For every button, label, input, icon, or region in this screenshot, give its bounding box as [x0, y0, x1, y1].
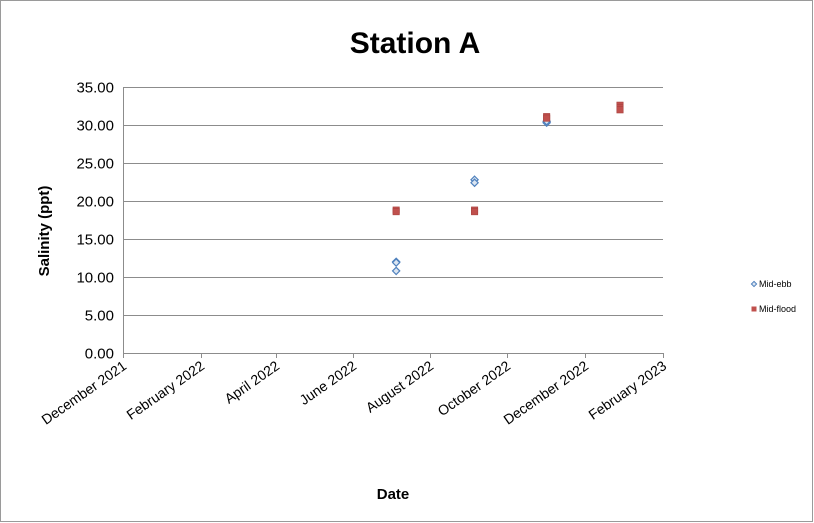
legend: Mid-ebb Mid-flood	[750, 279, 796, 314]
x-tick-label: June 2022	[296, 357, 359, 408]
y-tick-label: 35.00	[76, 80, 114, 97]
y-tick-labels: 0.00 5.00 10.00 15.00 20.00 25.00 30.00 35.00	[76, 80, 114, 363]
x-tick-label: February 2023	[585, 357, 669, 422]
data-point	[391, 266, 401, 276]
data-point	[471, 208, 479, 216]
y-tick-label: 0.00	[85, 346, 114, 363]
data-points	[391, 101, 624, 276]
x-tick-label: August 2022	[363, 357, 437, 415]
x-tick-label: April 2022	[221, 357, 282, 406]
y-tick-label: 25.00	[76, 156, 114, 173]
y-tick-label: 5.00	[85, 308, 114, 325]
y-tick-label: 30.00	[76, 118, 114, 135]
y-tick-label: 15.00	[76, 232, 114, 249]
x-tick-label: December 2022	[500, 357, 591, 427]
x-tick-label: December 2021	[38, 357, 129, 427]
x-axis-title: Date	[377, 486, 410, 503]
data-point	[470, 178, 480, 188]
gridlines	[123, 87, 663, 316]
axes	[123, 87, 663, 354]
y-axis-title: Salinity (ppt)	[36, 186, 53, 277]
legend-marker	[750, 280, 758, 288]
legend-label: Mid-ebb	[759, 279, 792, 289]
legend-label: Mid-flood	[759, 304, 796, 314]
data-point	[616, 106, 624, 114]
legend-marker	[751, 306, 757, 312]
x-tick-label: February 2022	[123, 357, 207, 422]
series-mid-flood	[392, 101, 624, 216]
x-tick-label: October 2022	[435, 357, 514, 419]
y-tick-label: 10.00	[76, 270, 114, 287]
chart-title: Station A	[350, 27, 481, 60]
data-point	[391, 258, 401, 268]
series-mid-ebb	[391, 116, 552, 276]
data-point	[392, 208, 400, 216]
data-point	[543, 114, 551, 122]
y-tick-label: 20.00	[76, 194, 114, 211]
